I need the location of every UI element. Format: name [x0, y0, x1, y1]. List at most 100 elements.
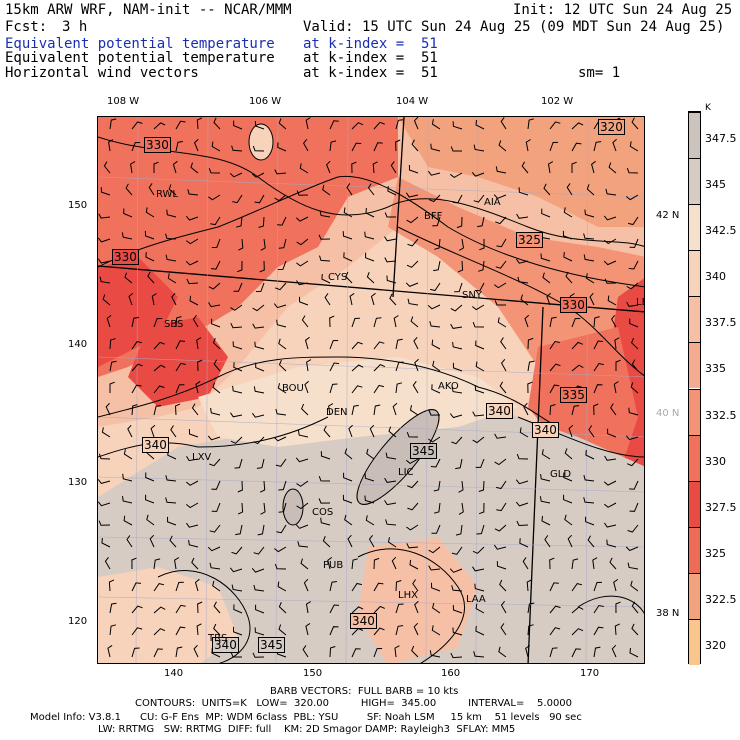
- wind-barb: [497, 317, 507, 328]
- wind-barb: [145, 472, 155, 482]
- wind-barb: [197, 359, 203, 372]
- wind-barb: [320, 451, 331, 460]
- wind-barb: [252, 304, 265, 312]
- wind-barb: [233, 362, 243, 372]
- wind-barb: [588, 425, 595, 438]
- contour-label: 345: [258, 637, 285, 653]
- wind-barb: [273, 546, 287, 553]
- wind-barb: [149, 534, 155, 548]
- wind-barb: [493, 194, 507, 199]
- contour-label: 320: [598, 119, 625, 135]
- wind-barb: [494, 300, 506, 306]
- wind-barb: [385, 519, 397, 526]
- wind-barb: [627, 458, 639, 467]
- wind-barb: [591, 160, 596, 174]
- wind-barb: [211, 318, 221, 328]
- wind-barb: [305, 622, 311, 636]
- wind-barb: [496, 502, 507, 512]
- wind-barb: [585, 516, 595, 526]
- wind-barb: [449, 172, 463, 179]
- wind-barb: [368, 534, 375, 548]
- wind-barb: [277, 581, 287, 592]
- wind-barb: [190, 162, 199, 174]
- wind-barb: [452, 341, 463, 350]
- colorbar-swatch: [689, 250, 700, 297]
- wind-barb: [121, 232, 133, 240]
- wind-barb: [603, 522, 617, 528]
- wind-barb: [525, 644, 531, 658]
- lon-label-102w: 102 W: [541, 96, 574, 107]
- wind-barb: [329, 140, 337, 152]
- wind-barb: [297, 541, 309, 548]
- wind-barb: [175, 581, 184, 592]
- wind-barb: [296, 190, 309, 196]
- wind-barb: [231, 584, 243, 592]
- wind-barb: [626, 301, 639, 307]
- wind-barb: [186, 278, 199, 285]
- wind-barb: [351, 341, 363, 350]
- wind-barb: [131, 384, 142, 394]
- wind-barb: [351, 385, 363, 394]
- wind-barb: [543, 183, 551, 196]
- wind-barb: [255, 282, 265, 292]
- wind-barb: [278, 480, 287, 491]
- wind-barb: [629, 238, 639, 248]
- wind-barb: [254, 341, 265, 350]
- wind-barb: [278, 502, 287, 513]
- y-tick-130: 130: [68, 477, 88, 488]
- wind-barb: [196, 623, 202, 636]
- wind-barb: [318, 476, 331, 482]
- wind-barb: [606, 539, 617, 548]
- wind-barb: [455, 524, 463, 536]
- model-info: Model Info: V3.8.1 CU: G-F Ens MP: WDM 6…: [30, 712, 582, 723]
- wind-barb: [549, 141, 559, 152]
- wind-barb: [329, 362, 340, 372]
- wind-barb: [408, 164, 419, 174]
- wind-barb: [450, 304, 463, 312]
- wind-barb: [131, 404, 138, 416]
- wind-barb: [571, 341, 583, 350]
- shading-ne-orange: [398, 117, 644, 227]
- city-label: LXV: [192, 452, 212, 463]
- wind-barb: [324, 293, 331, 306]
- wind-barb: [153, 606, 166, 614]
- colorbar-label: 322.5: [705, 592, 737, 606]
- wind-barb: [351, 606, 364, 614]
- wind-barb: [98, 213, 111, 219]
- wind-barb: [211, 141, 221, 152]
- colorbar-label: 320: [705, 638, 726, 652]
- wind-barb: [165, 254, 177, 262]
- wind-barb: [320, 517, 331, 526]
- init-time: Init: 12 UTC Sun 24 Aug 25: [513, 2, 733, 18]
- wind-barb: [384, 236, 397, 242]
- wind-barb: [174, 557, 180, 570]
- wind-barb: [124, 272, 133, 284]
- wind-barb: [102, 294, 111, 306]
- wind-barb: [108, 139, 114, 152]
- wind-barb: [571, 161, 577, 173]
- wind-barb: [373, 142, 383, 152]
- field-name-2: Equivalent potential temperature: [5, 50, 275, 66]
- wind-barb: [237, 480, 243, 493]
- wind-barb: [405, 192, 419, 198]
- wind-barb: [343, 252, 353, 262]
- shading-ring-north: [248, 123, 274, 161]
- y-tick-140: 140: [68, 339, 88, 350]
- wind-barb: [542, 272, 551, 284]
- colorbar-label: 337.5: [705, 316, 737, 330]
- wind-barb: [373, 364, 386, 372]
- wind-barb: [101, 537, 111, 548]
- wind-barb: [388, 426, 397, 438]
- wind-barb: [305, 117, 311, 130]
- wind-barb: [275, 282, 287, 291]
- city-label: LAA: [466, 594, 486, 605]
- wind-barb: [395, 139, 401, 152]
- wind-barb: [98, 479, 111, 484]
- wind-barb: [238, 238, 244, 251]
- wind-barb: [385, 452, 397, 460]
- shading-max-345-small: [282, 488, 304, 526]
- wind-barb: [472, 322, 485, 328]
- wind-barb: [603, 502, 617, 508]
- colorbar-label: 325: [705, 546, 726, 560]
- wind-barb: [278, 238, 287, 249]
